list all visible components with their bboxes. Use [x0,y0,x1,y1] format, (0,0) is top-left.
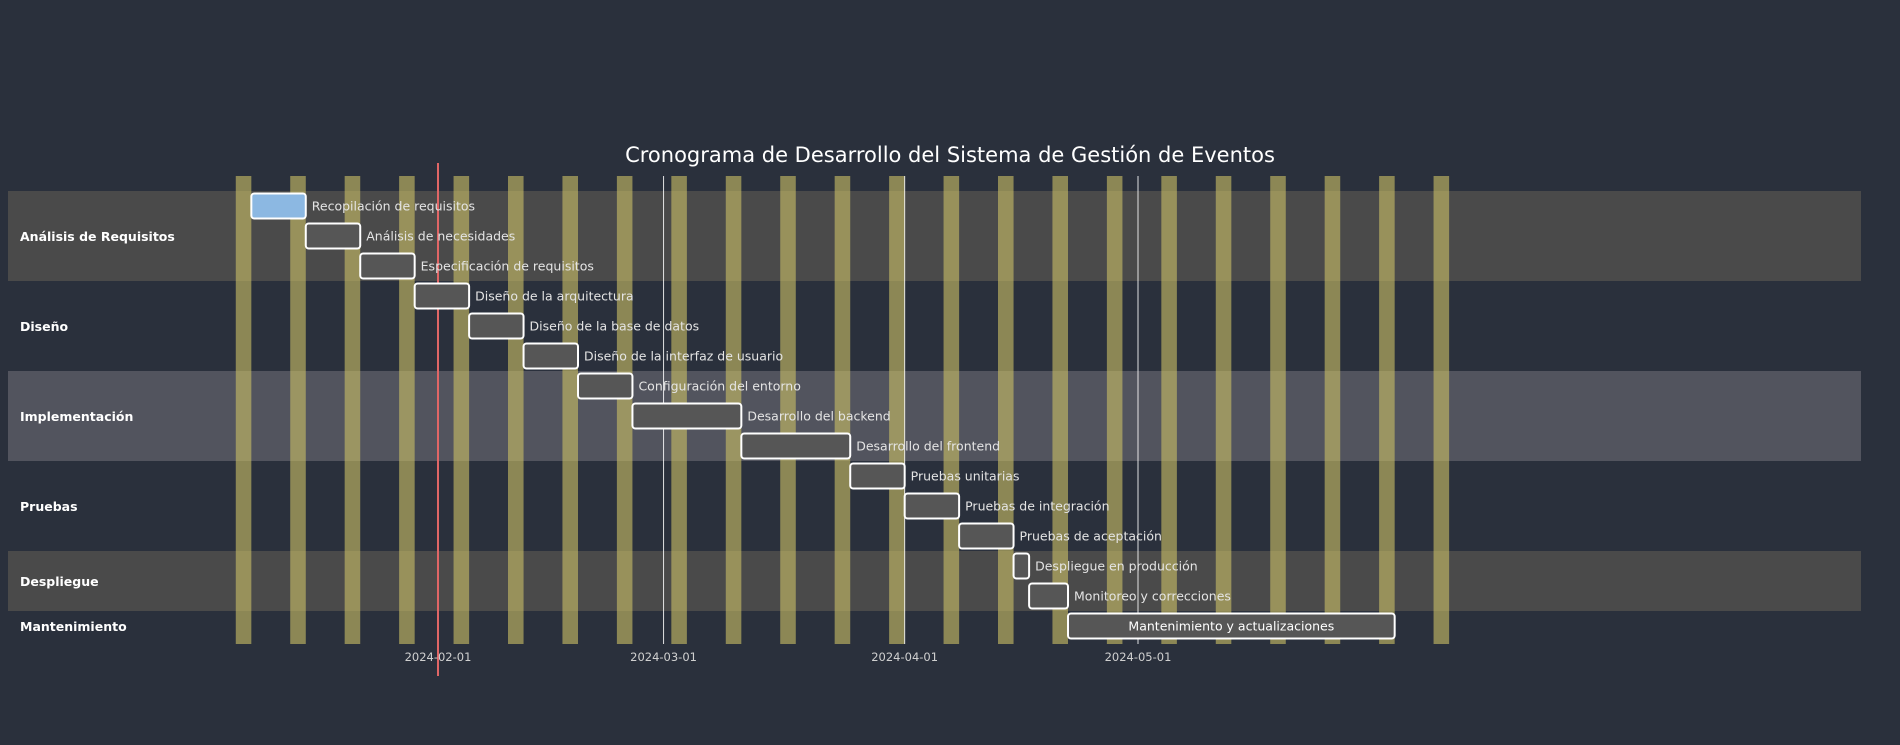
weekend-bar [834,176,851,644]
weekend-bar [344,176,361,644]
task-bar [631,402,743,430]
task-bar [359,252,416,280]
section-label: Mantenimiento [20,619,127,634]
task-bar [849,462,906,490]
task-bar [413,282,471,310]
weekend-bar [399,176,415,644]
weekend-bar [290,176,306,644]
task-label: Desarrollo del backend [747,409,890,424]
weekend-bar [1270,176,1286,644]
tick-label: 2024-05-01 [1105,650,1172,664]
tick-label: 2024-04-01 [871,650,938,664]
section-label: Análisis de Requisitos [20,229,175,244]
weekend-bar [1379,176,1395,644]
weekend-bar [1433,176,1450,644]
chart-title: Cronograma de Desarrollo del Sistema de … [625,143,1275,167]
task-label: Desarrollo del frontend [856,439,1000,454]
task-label: Pruebas unitarias [911,469,1020,484]
weekend-bar [1324,176,1341,644]
section-label: Despliegue [20,574,99,589]
task-bar [1028,582,1069,610]
weekend-bar [616,176,633,644]
task-label: Recopilación de requisitos [312,199,475,214]
weekend-bar [1052,176,1068,644]
task-label: Diseño de la interfaz de usuario [584,349,783,364]
task-label: Pruebas de aceptación [1020,529,1162,544]
section-label: Diseño [20,319,68,334]
weekend-bar [889,176,905,644]
task-bar [250,192,307,220]
task-label: Diseño de la arquitectura [475,289,634,304]
weekend-bar [780,176,796,644]
task-label: Mantenimiento y actualizaciones [1128,619,1334,634]
tick-label: 2024-02-01 [405,650,472,664]
weekend-bar [235,176,252,644]
task-label: Pruebas de integración [965,499,1109,514]
task-label: Configuración del entorno [638,379,800,394]
weekend-bar [1161,176,1177,644]
weekend-bar [943,176,960,644]
task-label: Especificación de requisitos [421,259,594,274]
section-band [8,281,1861,371]
task-bar [903,492,961,520]
task-label: Despliegue en producción [1035,559,1198,574]
weekend-bar [508,176,524,644]
task-bars: Recopilación de requisitos Análisis de ne… [250,192,1396,640]
section-label: Pruebas [20,499,78,514]
section-band [8,551,1861,611]
weekend-bar [562,176,578,644]
section-band [8,371,1861,461]
section-band [8,611,1861,641]
task-bar [1012,552,1031,580]
weekend-bar [453,176,470,644]
task-bar [522,342,579,370]
task-bar [468,312,525,340]
task-label: Análisis de necesidades [366,229,515,244]
section-bands [8,191,1861,641]
task-label: Monitoreo y correcciones [1074,589,1231,604]
weekend-bar [1215,176,1232,644]
x-axis-ticks: 2024-02-01 2024-03-01 2024-04-01 2024-05-01 [405,650,1172,664]
weekend-highlights [235,176,1450,644]
task-bar [577,372,634,400]
section-labels: Análisis de Requisitos Diseño Implementaci… [20,229,175,634]
tick-label: 2024-03-01 [630,650,697,664]
task-label: Diseño de la base de datos [530,319,700,334]
task-bar [958,522,1015,550]
weekend-bar [1106,176,1123,644]
section-label: Implementación [20,409,133,424]
weekend-bar [998,176,1014,644]
task-bar [740,432,852,460]
task-bar [1067,612,1396,640]
task-bar [304,222,362,250]
